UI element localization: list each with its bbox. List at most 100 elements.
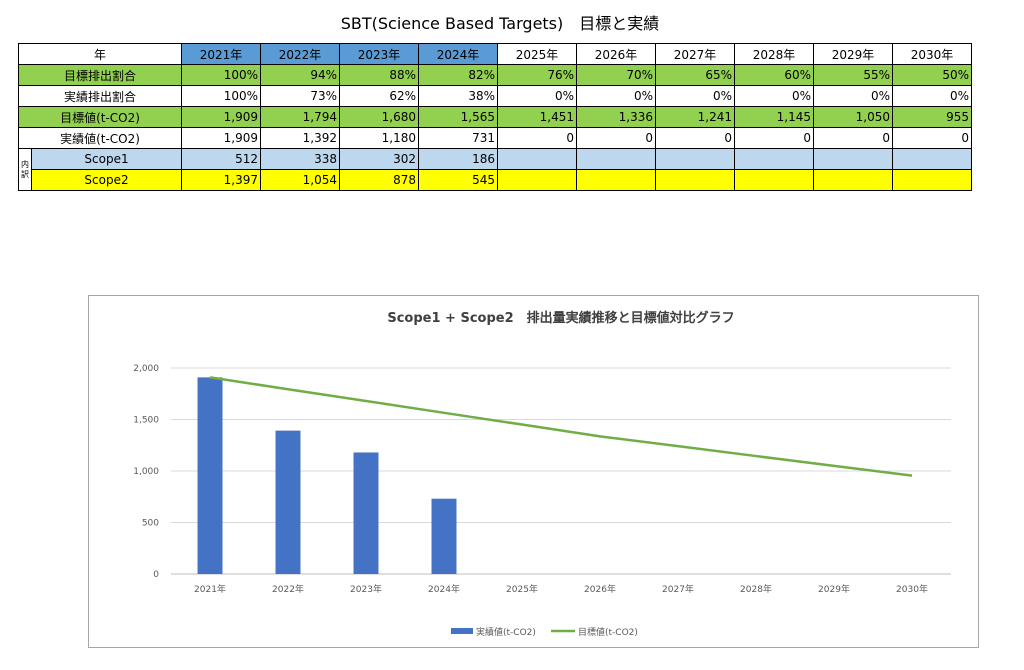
table-cell: 955 xyxy=(892,106,972,128)
y-tick-label: 0 xyxy=(153,570,159,580)
table-cell: 1,451 xyxy=(497,106,577,128)
table-cell xyxy=(497,148,577,170)
table-cell: 302 xyxy=(339,148,419,170)
table-cell: 82% xyxy=(418,64,498,86)
table-cell: 186 xyxy=(418,148,498,170)
table-cell: 94% xyxy=(260,64,340,86)
table-cell xyxy=(813,169,893,191)
x-tick-label: 2029年 xyxy=(818,583,850,595)
table-cell xyxy=(655,148,735,170)
table-cell: 1,680 xyxy=(339,106,419,128)
table-cell: 1,397 xyxy=(181,169,261,191)
table-header-year: 2023年 xyxy=(339,43,419,65)
row-label: 目標値(t-CO2) xyxy=(18,106,182,128)
y-tick-label: 1,500 xyxy=(133,416,159,426)
legend-label: 実績値(t-CO2) xyxy=(476,626,536,638)
legend-label: 目標値(t-CO2) xyxy=(578,626,638,638)
table-header-year: 2025年 xyxy=(497,43,577,65)
table-cell: 338 xyxy=(260,148,340,170)
table-cell: 0% xyxy=(497,85,577,107)
breakdown-char: 訳 xyxy=(21,169,29,179)
x-tick-label: 2024年 xyxy=(428,583,460,595)
table-cell: 70% xyxy=(576,64,656,86)
table-cell: 0% xyxy=(655,85,735,107)
table-cell: 1,909 xyxy=(181,106,261,128)
y-tick-label: 1,000 xyxy=(133,467,159,477)
table-cell xyxy=(497,169,577,191)
y-tick-label: 2,000 xyxy=(133,364,159,374)
table-cell: 1,241 xyxy=(655,106,735,128)
table-cell: 878 xyxy=(339,169,419,191)
bar xyxy=(275,430,301,574)
table-header-year: 2029年 xyxy=(813,43,893,65)
table-cell: 0 xyxy=(497,127,577,149)
table-header-row: 年 2021年 2022年 2023年 2024年 2025年 2026年 2027年 2028… xyxy=(18,43,972,65)
table-cell xyxy=(576,169,656,191)
x-tick-label: 2030年 xyxy=(896,583,928,595)
table-cell: 73% xyxy=(260,85,340,107)
table-cell: 0% xyxy=(892,85,972,107)
x-tick-label: 2022年 xyxy=(272,583,304,595)
table-cell: 0% xyxy=(734,85,814,107)
table-cell xyxy=(892,148,972,170)
sbt-table: 年 2021年 2022年 2023年 2024年 2025年 2026年 2027年 2028… xyxy=(18,43,972,191)
table-cell: 1,565 xyxy=(418,106,498,128)
y-tick-label: 500 xyxy=(142,519,159,529)
table-cell xyxy=(576,148,656,170)
row-label: 実績排出割合 xyxy=(18,85,182,107)
table-header-year: 2030年 xyxy=(892,43,972,65)
bar xyxy=(353,452,379,574)
table-row: 目標値(t-CO2) 1,909 1,794 1,680 1,565 1,451 1,336… xyxy=(18,106,972,128)
bar xyxy=(197,377,223,574)
table-header-year: 2021年 xyxy=(181,43,261,65)
table-cell: 1,180 xyxy=(339,127,419,149)
table-cell: 0% xyxy=(813,85,893,107)
table-cell: 545 xyxy=(418,169,498,191)
table-cell: 0 xyxy=(734,127,814,149)
page-title: SBT(Science Based Targets) 目標と実績 xyxy=(340,14,660,33)
x-tick-label: 2023年 xyxy=(350,583,382,595)
table-header-year: 2024年 xyxy=(418,43,498,65)
table-cell: 1,050 xyxy=(813,106,893,128)
table-cell: 0 xyxy=(576,127,656,149)
table-header-year: 2028年 xyxy=(734,43,814,65)
table-row: Scope2 1,397 1,054 878 545 xyxy=(19,169,972,191)
table-cell: 88% xyxy=(339,64,419,86)
table-header-year: 2027年 xyxy=(655,43,735,65)
row-label: 実績値(t-CO2) xyxy=(18,127,182,149)
breakdown-label: 内訳 xyxy=(18,148,32,191)
table-row: 実績値(t-CO2) 1,909 1,392 1,180 731 0 0 0 0 0 0 xyxy=(18,127,972,149)
table-cell: 0 xyxy=(655,127,735,149)
table-header-label: 年 xyxy=(18,43,182,65)
table-cell: 100% xyxy=(181,85,261,107)
combo-chart: Scope1 + Scope2 排出量実績推移と目標値対比グラフ 0 500 1,00… xyxy=(133,310,951,638)
table-row: 内訳 Scope1 512 338 302 186 xyxy=(18,148,972,191)
bar xyxy=(431,498,457,574)
table-cell: 1,145 xyxy=(734,106,814,128)
chart-container: Scope1 + Scope2 排出量実績推移と目標値対比グラフ 0 500 1,00… xyxy=(88,295,979,648)
table-cell xyxy=(892,169,972,191)
table-cell xyxy=(813,148,893,170)
table-cell xyxy=(655,169,735,191)
table-cell: 1,392 xyxy=(260,127,340,149)
x-tick-label: 2027年 xyxy=(662,583,694,595)
table-row: 目標排出割合 100% 94% 88% 82% 76% 70% 65% 60% 55% 50% xyxy=(18,64,972,86)
row-label: Scope2 xyxy=(31,169,182,191)
table-header-year: 2026年 xyxy=(576,43,656,65)
table-cell: 0 xyxy=(892,127,972,149)
table-cell: 1,909 xyxy=(181,127,261,149)
table-cell xyxy=(734,148,814,170)
table-cell: 60% xyxy=(734,64,814,86)
table-row: 実績排出割合 100% 73% 62% 38% 0% 0% 0% 0% 0% 0% xyxy=(18,85,972,107)
table-cell: 38% xyxy=(418,85,498,107)
row-label: 目標排出割合 xyxy=(18,64,182,86)
table-cell: 1,054 xyxy=(260,169,340,191)
table-cell: 50% xyxy=(892,64,972,86)
table-cell: 0% xyxy=(576,85,656,107)
table-header-year: 2022年 xyxy=(260,43,340,65)
breakdown-char: 内 xyxy=(21,159,29,169)
table-cell: 100% xyxy=(181,64,261,86)
x-tick-label: 2026年 xyxy=(584,583,616,595)
table-cell: 65% xyxy=(655,64,735,86)
table-cell: 62% xyxy=(339,85,419,107)
